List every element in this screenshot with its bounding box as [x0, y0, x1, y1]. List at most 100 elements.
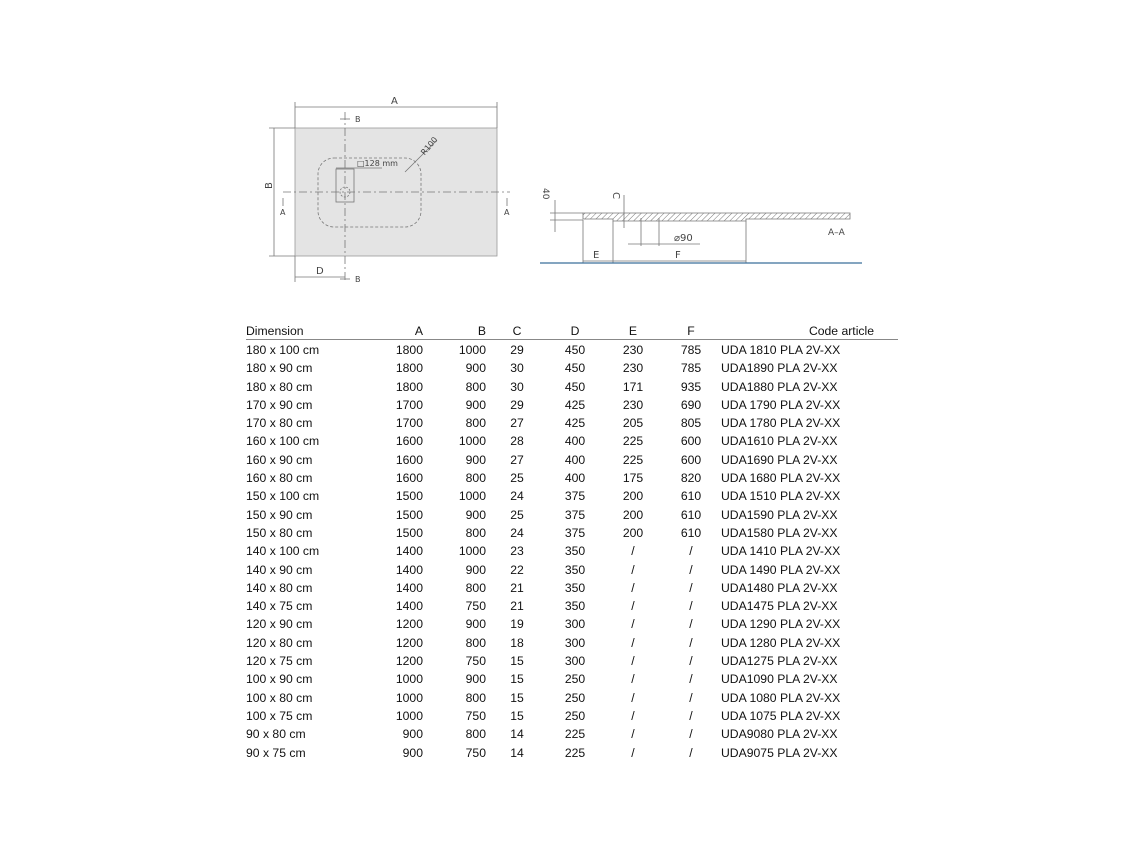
- radius-leader: [404, 139, 438, 173]
- table-row: 180 x 100 cm 1800 1000 29 450 230 785 UDA 1810 …: [246, 342, 898, 360]
- cell-e: 171: [622, 379, 644, 394]
- header-code-article: Code article: [808, 324, 874, 338]
- table-row: 120 x 80 cm 1200 800 18 300 / / UDA 1280 PLA 2V…: [246, 635, 898, 653]
- table-row: 180 x 80 cm 1800 800 30 450 171 935 UDA1880 PLA…: [246, 379, 898, 397]
- cell-e: 205: [622, 416, 644, 431]
- table-row: 170 x 90 cm 1700 900 29 425 230 690 UDA 1790 PL…: [246, 397, 898, 415]
- header-c: C: [512, 324, 522, 338]
- cell-dimension: 160 x 80 cm: [246, 471, 313, 486]
- cell-f: /: [689, 654, 693, 669]
- cell-e: /: [631, 690, 635, 705]
- cell-f: 820: [680, 471, 702, 486]
- table-row: 160 x 80 cm 1600 800 25 400 175 820 UDA 1680 PL…: [246, 470, 898, 488]
- cell-a: 1400: [395, 544, 423, 559]
- table-row: 100 x 75 cm 1000 750 15 250 / / UDA 1075 PLA 2V…: [246, 708, 898, 726]
- cell-b: 800: [465, 635, 486, 650]
- header-a: A: [414, 324, 423, 338]
- cell-e: /: [631, 745, 635, 760]
- cell-dimension: 160 x 90 cm: [246, 452, 313, 467]
- cell-a: 1600: [395, 452, 423, 467]
- table-row: 90 x 75 cm 900 750 14 225 / / UDA9075 PLA 2V-XX: [246, 745, 898, 763]
- header-b: B: [477, 324, 486, 338]
- section-mark-right: A: [504, 208, 510, 217]
- cell-c: 15: [510, 672, 524, 687]
- cell-a: 900: [402, 745, 423, 760]
- cell-c: 29: [510, 343, 524, 357]
- cell-dimension: 100 x 75 cm: [246, 708, 313, 723]
- drain-icon: [339, 186, 351, 198]
- cell-code-article: UDA9075 PLA 2V-XX: [721, 745, 838, 760]
- cell-f: /: [689, 599, 693, 614]
- label-40: 40: [540, 188, 550, 200]
- cell-e: 225: [622, 434, 644, 449]
- cell-f: /: [689, 580, 693, 595]
- cell-code-article: UDA 1490 PLA 2V-XX: [721, 562, 841, 577]
- label-e: E: [593, 250, 599, 261]
- table-row: 100 x 80 cm 1000 800 15 250 / / UDA 1080 PLA 2V…: [246, 690, 898, 708]
- cell-d: 375: [564, 525, 586, 540]
- cell-b: 900: [465, 617, 486, 632]
- cell-a: 1200: [395, 635, 423, 650]
- cell-b: 800: [465, 416, 486, 431]
- cell-b: 1000: [458, 489, 486, 504]
- cell-b: 800: [465, 525, 486, 540]
- cell-dimension: 170 x 90 cm: [246, 397, 313, 412]
- technical-drawing: A B D B B A A □128 mm R100 40 C E F ⌀90 …: [264, 96, 862, 284]
- label-b: B: [264, 182, 275, 189]
- cell-f: 610: [680, 507, 702, 522]
- cell-b: 900: [465, 507, 486, 522]
- cell-c: 25: [510, 507, 524, 522]
- cell-d: 225: [564, 745, 586, 760]
- cell-e: /: [631, 672, 635, 687]
- cell-d: 300: [564, 635, 586, 650]
- cell-b: 800: [465, 727, 486, 742]
- drain-square: [335, 168, 355, 203]
- cell-f: 610: [680, 525, 702, 540]
- cell-a: 1500: [395, 489, 423, 504]
- cell-f: /: [689, 544, 693, 559]
- cell-d: 425: [564, 416, 586, 431]
- table-row: 160 x 90 cm 1600 900 27 400 225 600 UDA1690 PLA…: [246, 452, 898, 470]
- cell-b: 1000: [458, 434, 486, 449]
- cell-code-article: UDA 1290 PLA 2V-XX: [721, 617, 841, 632]
- cell-dimension: 150 x 90 cm: [246, 507, 313, 522]
- cell-e: /: [631, 654, 635, 669]
- cell-code-article: UDA 1680 PLA 2V-XX: [721, 471, 841, 486]
- cell-d: 375: [564, 507, 586, 522]
- cell-code-article: UDA1690 PLA 2V-XX: [721, 452, 838, 467]
- cell-c: 14: [510, 727, 524, 742]
- cell-d: 250: [564, 708, 586, 723]
- cell-c: 28: [510, 434, 524, 449]
- cell-b: 750: [465, 654, 486, 669]
- cell-b: 800: [465, 580, 486, 595]
- cell-b: 750: [465, 708, 486, 723]
- cell-e: /: [631, 635, 635, 650]
- cell-c: 14: [510, 745, 524, 760]
- cell-dimension: 180 x 80 cm: [246, 379, 313, 394]
- cell-c: 27: [510, 416, 524, 431]
- cell-c: 25: [510, 471, 524, 486]
- table-row: 170 x 80 cm 1700 800 27 425 205 805 UDA 1780 PL…: [246, 415, 898, 433]
- cell-dimension: 170 x 80 cm: [246, 416, 313, 431]
- cell-code-article: UDA1275 PLA 2V-XX: [721, 654, 838, 669]
- cell-a: 1200: [395, 617, 423, 632]
- cell-a: 1200: [395, 654, 423, 669]
- cell-f: 935: [680, 379, 702, 394]
- header-e: E: [628, 324, 638, 338]
- cell-dimension: 160 x 100 cm: [246, 434, 320, 449]
- cell-a: 1000: [395, 708, 423, 723]
- table-header: Dimension A B C D E F Code article: [246, 323, 898, 340]
- cell-e: /: [631, 708, 635, 723]
- cell-a: 1600: [395, 434, 423, 449]
- label-d: D: [316, 266, 324, 277]
- cell-b: 800: [465, 379, 486, 394]
- cell-d: 400: [564, 471, 586, 486]
- cell-d: 350: [564, 599, 586, 614]
- cell-f: /: [689, 672, 693, 687]
- cell-d: 350: [564, 580, 586, 595]
- cell-a: 900: [402, 727, 423, 742]
- cell-a: 1000: [395, 672, 423, 687]
- cell-b: 900: [465, 397, 486, 412]
- cell-d: 400: [564, 434, 586, 449]
- cell-f: 805: [680, 416, 702, 431]
